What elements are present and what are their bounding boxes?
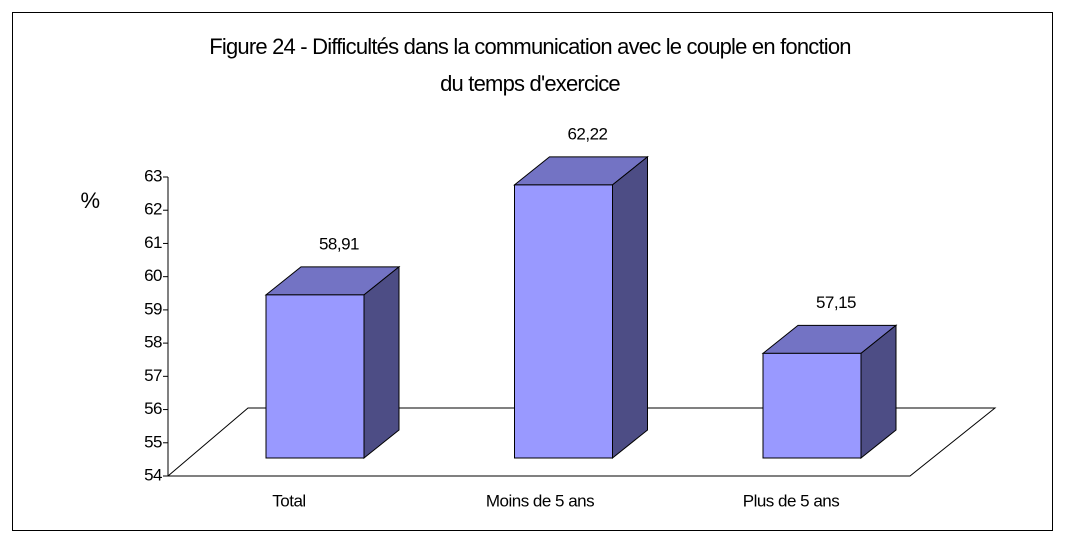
y-tick-label: 54 [144,465,162,484]
floor [166,407,997,477]
chart-title: Figure 24 - Difficultés dans la communic… [209,34,851,96]
x-tick-label: Moins de 5 ans [486,491,594,510]
y-tick-label: 59 [144,299,162,318]
x-tick-label: Plus de 5 ans [743,491,840,510]
data-label: 57,15 [816,293,856,312]
bar-side [363,265,400,460]
y-tick-label: 56 [144,399,162,418]
bar [514,184,613,459]
bar [762,352,862,459]
bar [265,294,365,459]
y-axis-label: % [80,188,99,213]
x-tick-label: Total [272,491,305,510]
bar-side [612,155,648,460]
data-label: 62,22 [567,124,607,143]
chart-border [12,12,1053,531]
y-tick-label: 57 [144,366,162,385]
data-label: 58,91 [319,234,359,253]
y-tick-label: 63 [144,166,162,185]
y-tick-label: 62 [144,200,162,219]
y-tick-label: 55 [144,432,162,451]
y-tick-label: 60 [144,266,162,285]
y-tick-label: 61 [144,233,162,252]
y-tick-label: 58 [144,333,162,352]
